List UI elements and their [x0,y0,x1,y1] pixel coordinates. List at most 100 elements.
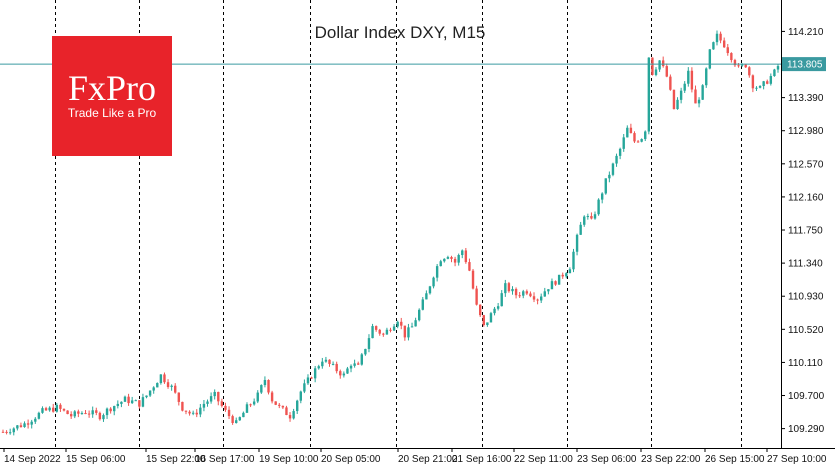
candle-body [590,216,593,219]
candle-body [539,296,543,301]
candle-body [428,286,432,294]
candle-body [102,415,105,420]
candle-body [776,66,780,70]
candle-body [418,309,421,321]
candle-body [285,407,288,416]
candle-body [432,277,435,287]
candle-body [267,379,270,393]
candle-body [766,81,769,84]
candle-body [421,299,424,310]
x-tick-label: 20 Sep 21:00 [398,454,458,465]
candle-body [554,281,557,285]
candle-body [41,408,44,413]
candle-body [202,403,206,408]
candle-body [748,67,751,76]
candles [1,30,780,436]
candle-body [572,251,575,270]
y-tick-label: 109.700 [788,391,825,402]
candle-body [95,410,98,413]
candle-body [626,127,629,138]
candle-body [486,322,489,326]
candle-body [77,411,80,414]
candle-body [507,283,511,292]
candle-body [181,401,184,411]
candle-body [690,70,694,90]
candle-body [26,423,30,425]
candle-body [91,410,94,415]
candle-body [8,432,12,434]
candle-body [138,400,141,407]
candle-body [733,60,737,66]
candle-body [453,258,457,263]
candle-body [73,411,76,417]
candle-body [715,33,719,43]
candle-body [615,155,618,164]
candle-body [217,391,220,402]
candle-body [313,368,317,379]
candle-body [636,141,640,143]
candle-body [593,214,597,219]
x-tick-label: 23 Sep 22:00 [641,454,701,465]
candle-body [464,250,468,263]
candle-body [213,391,216,397]
candle-body [227,409,231,417]
x-tick-label: 21 Sep 16:00 [452,454,512,465]
candle-body [59,404,62,409]
candle-body [651,57,654,75]
candle-body [694,89,697,104]
y-tick-label: 112.570 [788,159,824,170]
candle-body [683,83,686,91]
candle-body [357,363,360,365]
current-price-tag [782,57,826,72]
candle-body [543,291,546,297]
candle-body [407,327,410,338]
candle-body [55,404,59,412]
candle-body [604,178,607,194]
candle-body [317,366,320,369]
candle-body [109,408,112,412]
candle-body [116,403,120,407]
candle-body [174,385,177,393]
candle-body [489,313,493,323]
candle-body [87,413,91,415]
x-tick-label: 14 Sep 2022 [4,454,61,465]
candle-body [134,400,137,402]
candle-body [622,137,625,149]
candle-body [220,401,224,406]
candle-body [321,361,324,367]
candle-body [640,139,643,142]
candle-body [16,425,19,429]
candle-body [1,431,5,433]
candle-body [123,396,127,402]
candle-body [414,320,417,327]
candle-body [654,69,658,75]
candle-body [511,288,514,292]
candle-body [238,417,242,421]
candle-body [579,224,582,235]
candle-body [242,412,245,418]
candle-body [48,407,51,411]
candle-body [184,410,188,412]
candle-body [263,379,267,386]
candle-body [522,291,525,296]
candle-body [730,53,733,61]
candle-body [195,412,198,415]
candle-body [665,66,668,77]
candle-body [385,329,389,335]
candle-body [762,81,765,87]
x-tick-label: 23 Sep 06:00 [577,454,637,465]
candle-body [561,274,564,277]
candle-body [669,76,672,90]
candle-body [191,412,195,414]
candle-body [712,42,715,50]
x-tick-label: 22 Sep 11:00 [514,454,573,465]
candle-body [557,274,561,285]
y-tick-label: 114.210 [788,27,824,38]
candle-body [611,163,615,175]
candle-body [288,415,292,419]
candle-body [310,377,313,379]
candle-body [163,374,166,383]
candle-body [705,68,708,86]
candle-body [658,60,661,70]
x-tick-label: 19 Sep 10:00 [259,454,319,465]
